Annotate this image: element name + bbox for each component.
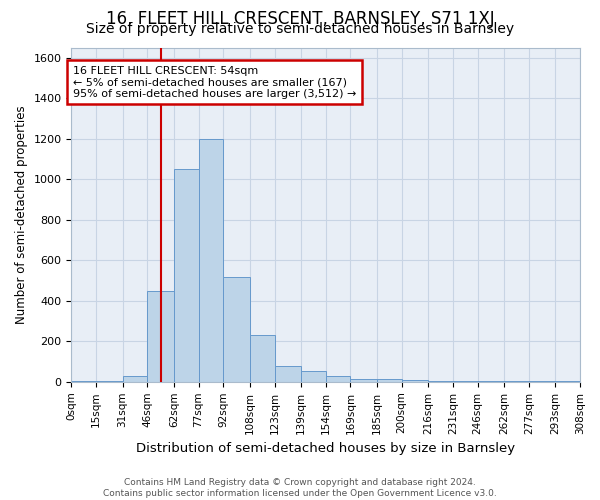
Bar: [122, 376, 148, 382]
Bar: [529, 381, 555, 382]
Bar: [275, 366, 301, 382]
Bar: [350, 379, 377, 382]
Text: 16, FLEET HILL CRESCENT, BARNSLEY, S71 1XJ: 16, FLEET HILL CRESCENT, BARNSLEY, S71 1…: [106, 10, 494, 28]
Bar: [555, 381, 580, 382]
Bar: [250, 335, 275, 382]
Bar: [478, 381, 504, 382]
X-axis label: Distribution of semi-detached houses by size in Barnsley: Distribution of semi-detached houses by …: [136, 442, 515, 455]
Bar: [428, 381, 453, 382]
Bar: [71, 381, 96, 382]
Bar: [453, 381, 478, 382]
Bar: [96, 381, 122, 382]
Bar: [148, 290, 174, 382]
Bar: [401, 380, 428, 382]
Bar: [223, 278, 250, 382]
Text: 16 FLEET HILL CRESCENT: 54sqm
← 5% of semi-detached houses are smaller (167)
95%: 16 FLEET HILL CRESCENT: 54sqm ← 5% of se…: [73, 66, 356, 99]
Bar: [377, 379, 401, 382]
Bar: [504, 381, 529, 382]
Text: Contains HM Land Registry data © Crown copyright and database right 2024.
Contai: Contains HM Land Registry data © Crown c…: [103, 478, 497, 498]
Y-axis label: Number of semi-detached properties: Number of semi-detached properties: [15, 106, 28, 324]
Bar: [199, 138, 223, 382]
Bar: [301, 370, 326, 382]
Bar: [174, 169, 199, 382]
Bar: [326, 376, 350, 382]
Text: Size of property relative to semi-detached houses in Barnsley: Size of property relative to semi-detach…: [86, 22, 514, 36]
